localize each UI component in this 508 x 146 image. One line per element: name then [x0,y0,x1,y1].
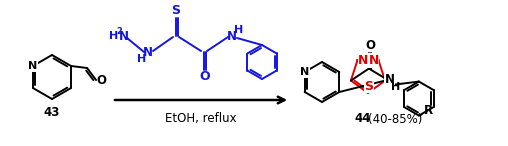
Text: N: N [300,67,309,77]
Text: (40-85%): (40-85%) [368,113,422,126]
Text: N: N [358,54,369,67]
Text: S: S [365,80,373,93]
Text: EtOH, reflux: EtOH, reflux [165,112,237,125]
Text: 2: 2 [116,27,122,35]
Text: N: N [28,61,38,71]
Text: 43: 43 [44,106,60,119]
Text: H: H [137,54,147,64]
Text: R: R [424,104,433,117]
Text: O: O [365,39,375,52]
Text: 44: 44 [355,113,371,126]
Text: N: N [368,54,379,67]
Text: N: N [143,46,153,59]
Text: S: S [172,5,180,18]
Text: N: N [227,29,237,42]
Text: N: N [119,29,129,42]
Text: H: H [109,31,119,41]
Text: O: O [200,71,210,84]
Text: H: H [234,25,244,35]
Text: O: O [96,74,106,87]
Text: N: N [385,73,395,86]
Text: H: H [391,82,400,92]
